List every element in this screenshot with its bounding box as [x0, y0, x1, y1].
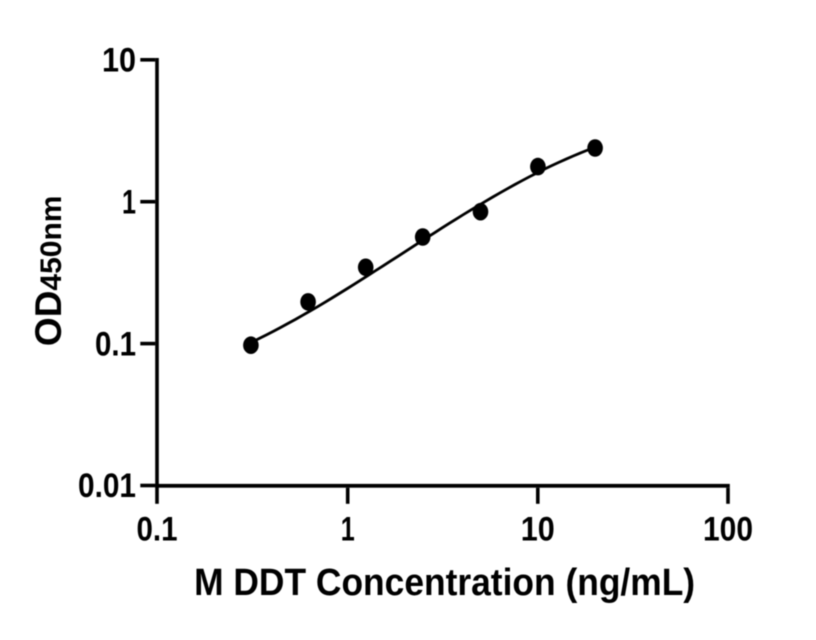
svg-text:100: 100 — [703, 511, 753, 549]
svg-text:10: 10 — [521, 511, 555, 549]
svg-text:0.1: 0.1 — [137, 511, 178, 549]
svg-text:M DDT Concentration (ng/mL): M DDT Concentration (ng/mL) — [194, 562, 695, 604]
svg-text:1: 1 — [341, 511, 355, 549]
svg-text:0.01: 0.01 — [78, 467, 136, 505]
svg-text:0.1: 0.1 — [95, 325, 136, 363]
svg-text:OD450nm: OD450nm — [28, 196, 69, 347]
svg-text:10: 10 — [102, 42, 136, 80]
svg-text:1: 1 — [122, 183, 136, 221]
